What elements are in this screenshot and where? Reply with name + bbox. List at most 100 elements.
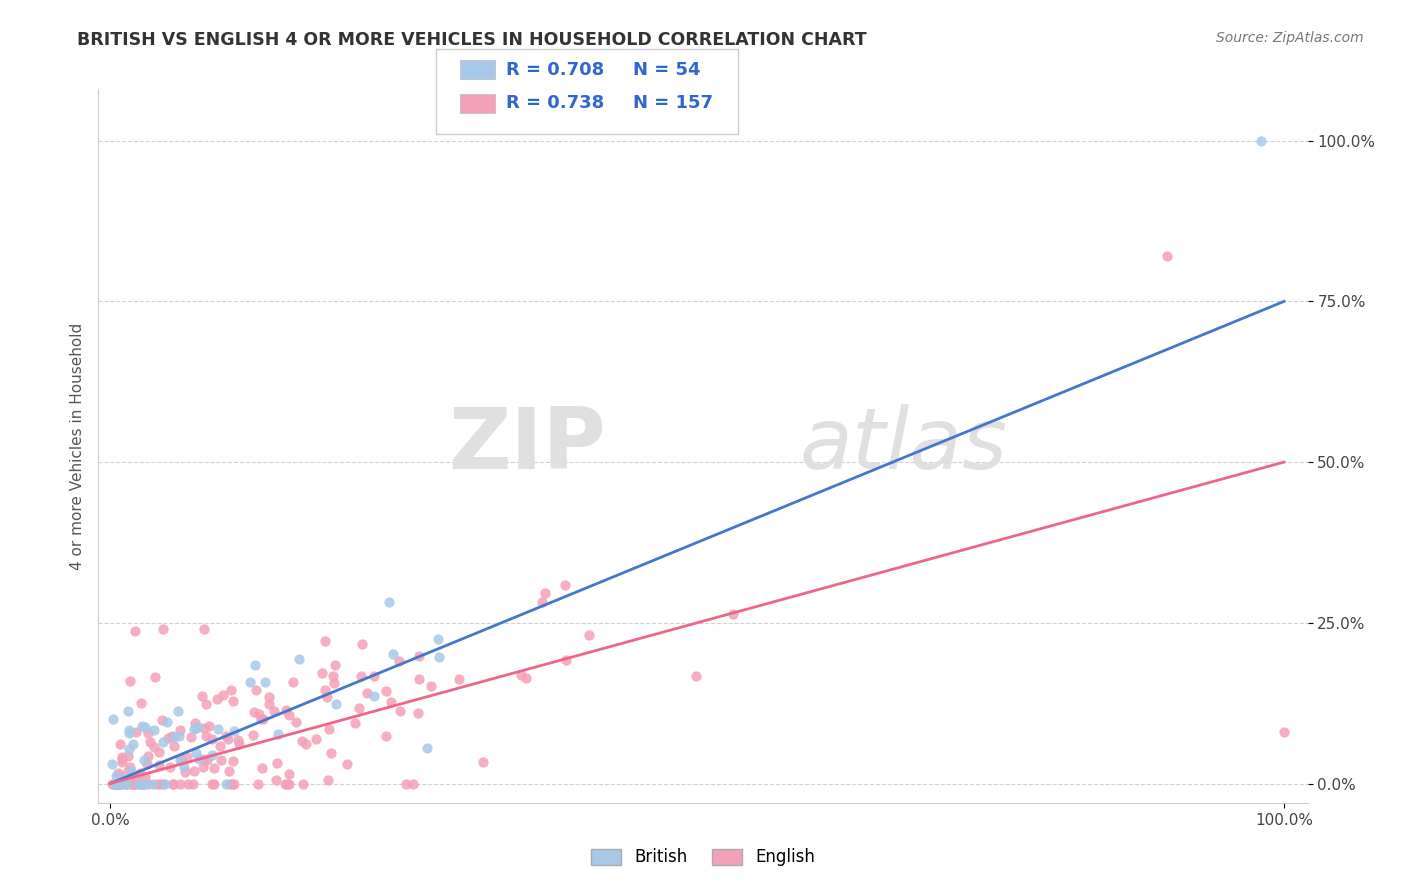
Point [291, 776, 314, 790]
Point [101, 756, 124, 771]
Point [108, 768, 131, 782]
Point [124, 772, 146, 787]
Point [201, 732, 224, 747]
Point [177, 776, 200, 790]
Point [222, 694, 245, 708]
Point [120, 764, 142, 779]
Point [111, 750, 134, 764]
Point [388, 704, 411, 718]
Point [127, 776, 149, 790]
Point [103, 712, 125, 726]
Point [112, 772, 135, 786]
Point [124, 624, 146, 638]
Point [266, 756, 288, 771]
Point [243, 705, 266, 719]
Point [352, 637, 374, 651]
Point [163, 730, 186, 744]
Point [427, 649, 450, 664]
Point [107, 766, 129, 780]
Point [111, 773, 134, 788]
Point [148, 758, 170, 772]
Point [219, 776, 242, 790]
Point [212, 688, 235, 702]
Point [408, 672, 430, 686]
Point [350, 669, 373, 683]
Point [277, 776, 299, 790]
Point [202, 762, 225, 776]
Point [219, 682, 242, 697]
Point [228, 738, 250, 752]
Point [108, 776, 131, 790]
Point [107, 776, 129, 790]
Point [111, 752, 134, 766]
Point [118, 776, 141, 790]
Point [107, 776, 129, 790]
Point [111, 755, 134, 769]
Point [221, 776, 243, 790]
Point [1272, 725, 1295, 739]
Point [249, 712, 271, 726]
Point [685, 669, 707, 683]
Point [124, 776, 146, 790]
Legend: British, English: British, English [583, 842, 823, 873]
Point [152, 623, 174, 637]
Point [115, 776, 138, 790]
Point [343, 716, 366, 731]
Point [191, 689, 214, 703]
Point [104, 776, 127, 790]
Point [419, 679, 441, 693]
Point [205, 692, 228, 706]
Point [125, 725, 148, 739]
Point [378, 595, 401, 609]
Point [1250, 134, 1272, 148]
Point [194, 697, 217, 711]
Point [163, 739, 186, 753]
Point [143, 723, 166, 738]
Point [176, 750, 198, 764]
Point [162, 776, 184, 790]
Point [108, 776, 131, 790]
Text: Source: ZipAtlas.com: Source: ZipAtlas.com [1216, 31, 1364, 45]
Point [215, 776, 238, 790]
Point [276, 776, 298, 790]
Point [515, 672, 537, 686]
Point [152, 776, 174, 790]
Point [243, 658, 266, 673]
Point [201, 776, 224, 790]
Point [115, 776, 138, 790]
Point [169, 776, 191, 790]
Point [291, 734, 314, 748]
Point [471, 755, 494, 769]
Point [247, 776, 270, 790]
Point [375, 730, 398, 744]
Point [134, 770, 156, 784]
Point [217, 731, 239, 746]
Point [336, 757, 359, 772]
Point [153, 776, 176, 790]
Point [215, 729, 238, 743]
Point [555, 653, 578, 667]
Point [118, 742, 141, 756]
Point [202, 776, 225, 790]
Point [325, 698, 347, 712]
Point [122, 776, 145, 790]
Point [167, 704, 190, 718]
Point [156, 715, 179, 730]
Point [314, 633, 336, 648]
Point [380, 696, 402, 710]
Point [149, 776, 172, 790]
Point [266, 772, 288, 787]
Text: N = 157: N = 157 [633, 95, 713, 112]
Point [323, 658, 346, 673]
Point [103, 776, 125, 790]
Point [534, 586, 557, 600]
Point [136, 776, 159, 790]
Point [152, 735, 174, 749]
Point [186, 722, 208, 736]
Point [174, 764, 197, 779]
Point [228, 733, 250, 747]
Point [143, 740, 166, 755]
Point [169, 753, 191, 767]
Point [381, 648, 404, 662]
Point [187, 720, 209, 734]
